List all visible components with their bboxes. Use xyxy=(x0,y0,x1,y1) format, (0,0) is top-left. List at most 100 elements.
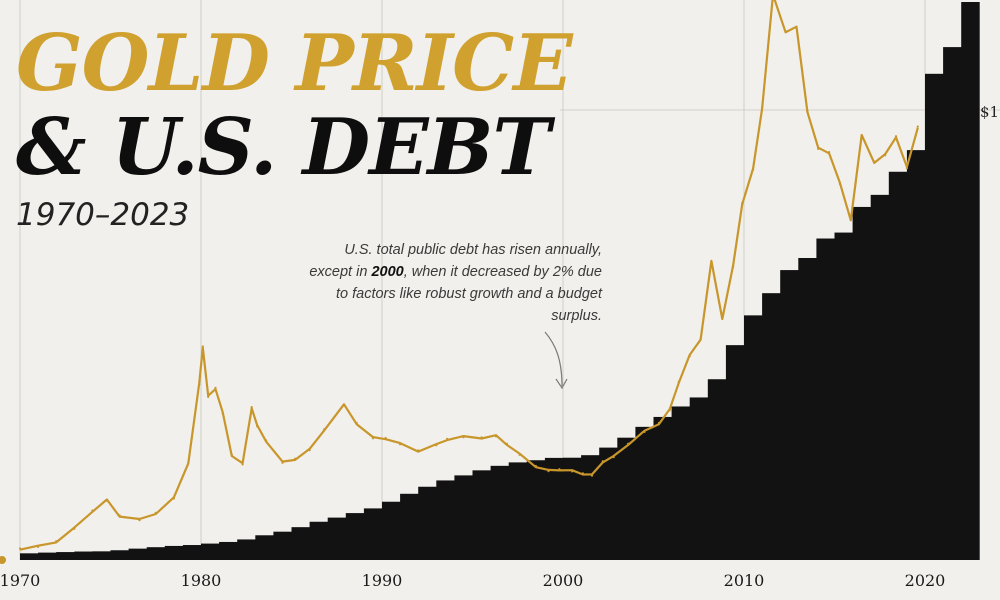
debt-bar-2002 xyxy=(599,447,618,560)
gold-point-2017.8 xyxy=(884,154,887,157)
gold-point-1996.9 xyxy=(505,442,508,445)
debt-bar-1976 xyxy=(128,548,148,560)
gold-point-1982.3 xyxy=(241,463,244,466)
gold-point-2019 xyxy=(905,167,909,170)
x-tick-label-2010: 2010 xyxy=(724,571,765,590)
gold-price-line xyxy=(19,0,919,551)
gold-point-2015.3 xyxy=(838,182,842,186)
debt-bar-2019 xyxy=(906,150,926,561)
gold-point-1994.5 xyxy=(462,436,465,439)
gold-point-2003.6 xyxy=(627,442,630,445)
x-tick-label-1970: 1970 xyxy=(0,571,40,590)
gold-point-2010.5 xyxy=(752,168,755,171)
gold-point-1988.6 xyxy=(355,421,358,425)
debt-bar-1988 xyxy=(345,513,365,560)
gold-start-marker xyxy=(0,556,6,564)
gold-point-1971 xyxy=(37,545,40,549)
debt-bar-1972 xyxy=(56,552,75,560)
debt-bar-2001 xyxy=(581,455,600,560)
gold-point-1986.8 xyxy=(323,428,326,431)
debt-bar-2012 xyxy=(780,270,799,560)
gold-point-2008.8 xyxy=(721,316,724,319)
gold-point-2004.5 xyxy=(643,430,646,433)
debt-bar-1980 xyxy=(201,543,220,560)
gold-point-2005.9 xyxy=(668,409,671,412)
debt-bar-1986 xyxy=(309,521,329,560)
debt-bar-2009 xyxy=(725,345,745,560)
annotation-arrow xyxy=(544,331,568,390)
x-tick-label-2000: 2000 xyxy=(543,571,584,590)
gold-point-1984.5 xyxy=(281,461,284,464)
debt-bar-2022 xyxy=(961,2,980,560)
chart-title-gold-price: GOLD PRICE xyxy=(16,18,573,109)
debt-bar-2018 xyxy=(888,171,908,560)
gold-point-1974 xyxy=(91,509,94,512)
debt-bar-1995 xyxy=(472,470,491,560)
gold-point-1972 xyxy=(55,540,58,543)
annotation-text-part2: , when it decreased by 2% due to factors… xyxy=(336,264,602,324)
gold-point-1982.8 xyxy=(250,406,253,409)
gold-point-2012.3 xyxy=(784,30,787,33)
gold-point-1976.6 xyxy=(138,519,141,522)
gold-point-1998.5 xyxy=(534,464,538,468)
debt-bar-2020 xyxy=(925,73,944,561)
gold-point-1977.5 xyxy=(154,511,157,514)
gold-price-points-layer xyxy=(0,26,919,564)
gold-point-1991 xyxy=(399,443,402,446)
x-axis: 1970 1980 1990 2000 2010 2020 xyxy=(0,331,945,590)
debt-bar-1998 xyxy=(526,460,546,560)
gold-point-2005.3 xyxy=(657,421,661,425)
debt-area-layer xyxy=(20,2,980,561)
debt-bar-1970 xyxy=(20,553,39,560)
debt-bar-1999 xyxy=(544,457,564,560)
debt-bar-1991 xyxy=(400,493,419,560)
debt-bar-2017 xyxy=(870,194,890,561)
gold-point-2019.6 xyxy=(916,125,919,128)
gold-point-2001.6 xyxy=(590,474,594,477)
x-tick-label-1990: 1990 xyxy=(362,571,403,590)
gold-point-2015.9 xyxy=(849,218,852,221)
debt-bar-1973 xyxy=(74,551,93,560)
debt-bar-1987 xyxy=(327,517,347,560)
gold-point-2007.6 xyxy=(699,337,702,340)
gold-point-2008.2 xyxy=(710,261,713,264)
gold-point-1993 xyxy=(435,444,438,447)
gold-point-1975.5 xyxy=(118,514,121,517)
debt-bar-1990 xyxy=(382,501,401,560)
gold-point-2009.9 xyxy=(741,202,744,205)
debt-bar-2000 xyxy=(563,457,582,560)
gold-point-1986 xyxy=(308,449,311,452)
gold-point-2016.5 xyxy=(860,135,863,138)
debt-bar-1982 xyxy=(237,539,256,560)
debt-bar-1994 xyxy=(454,475,473,560)
gold-point-1989.5 xyxy=(371,437,375,440)
gold-point-1980.8 xyxy=(214,386,217,389)
gold-point-2011 xyxy=(761,106,764,109)
gold-point-1985.2 xyxy=(294,457,297,460)
debt-bar-2013 xyxy=(798,257,817,560)
debt-bar-2004 xyxy=(635,426,654,560)
debt-bar-1977 xyxy=(146,547,166,560)
debt-bar-1971 xyxy=(38,552,57,560)
annotation-bold-year: 2000 xyxy=(371,264,404,280)
debt-bar-2007 xyxy=(689,397,709,560)
debt-bar-1984 xyxy=(273,531,292,560)
debt-bar-1997 xyxy=(508,462,528,560)
gold-point-1973 xyxy=(73,527,76,530)
annotation-text-part1: U.S. total public debt has risen annuall… xyxy=(309,242,602,280)
debt-bar-2010 xyxy=(744,315,763,560)
gold-point-1981.2 xyxy=(221,412,224,415)
debt-bar-1975 xyxy=(110,550,129,560)
debt-bar-1974 xyxy=(92,551,111,560)
gold-point-2018.4 xyxy=(894,135,898,138)
gold-point-1999.2 xyxy=(547,470,550,473)
debt-bar-2003 xyxy=(617,437,636,560)
debt-bar-2021 xyxy=(943,47,962,560)
gold-point-1999.8 xyxy=(558,468,561,471)
gold-point-1987.9 xyxy=(342,404,346,407)
annotation-arrow-line xyxy=(544,331,563,387)
gold-point-2002.8 xyxy=(612,456,615,459)
debt-bar-2014 xyxy=(816,238,835,560)
gold-price-line-layer xyxy=(19,0,919,551)
